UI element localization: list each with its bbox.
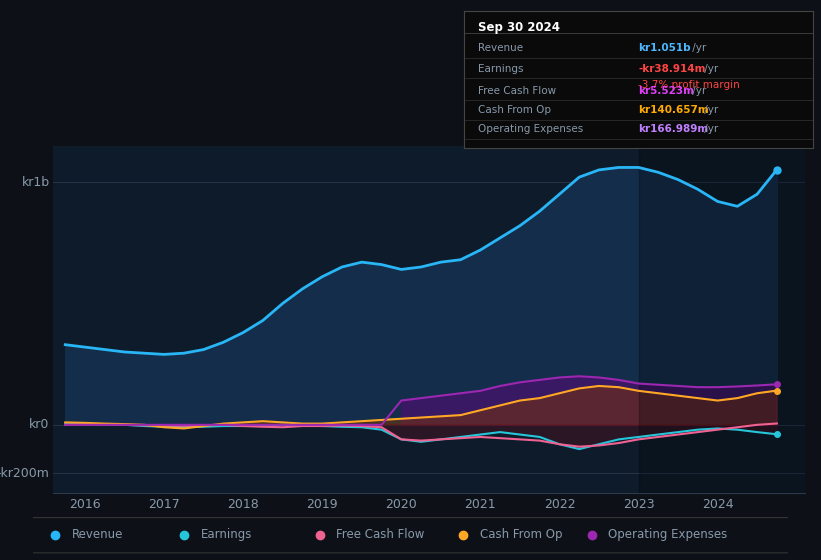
Text: kr140.657m: kr140.657m bbox=[639, 105, 709, 115]
Text: kr1.051b: kr1.051b bbox=[639, 43, 691, 53]
Text: Revenue: Revenue bbox=[478, 43, 523, 53]
Text: Revenue: Revenue bbox=[72, 528, 123, 542]
Text: kr0: kr0 bbox=[30, 418, 49, 431]
Text: Sep 30 2024: Sep 30 2024 bbox=[478, 21, 560, 34]
Text: Operating Expenses: Operating Expenses bbox=[608, 528, 727, 542]
Text: /yr: /yr bbox=[701, 64, 718, 74]
Text: /yr: /yr bbox=[689, 43, 706, 53]
Text: /yr: /yr bbox=[689, 86, 706, 96]
Text: Free Cash Flow: Free Cash Flow bbox=[337, 528, 424, 542]
Text: Operating Expenses: Operating Expenses bbox=[478, 124, 583, 134]
Text: kr166.989m: kr166.989m bbox=[639, 124, 709, 134]
Bar bbox=[639, 146, 813, 493]
Text: -kr38.914m: -kr38.914m bbox=[639, 64, 706, 74]
Text: kr1b: kr1b bbox=[21, 175, 49, 189]
Text: Earnings: Earnings bbox=[478, 64, 523, 74]
Text: /yr: /yr bbox=[701, 124, 718, 134]
Text: Cash From Op: Cash From Op bbox=[478, 105, 551, 115]
Text: -kr200m: -kr200m bbox=[0, 467, 49, 480]
Text: kr5.523m: kr5.523m bbox=[639, 86, 695, 96]
Text: Free Cash Flow: Free Cash Flow bbox=[478, 86, 556, 96]
Text: -3.7% profit margin: -3.7% profit margin bbox=[639, 80, 740, 90]
Text: Earnings: Earnings bbox=[200, 528, 252, 542]
Text: /yr: /yr bbox=[701, 105, 718, 115]
Text: Cash From Op: Cash From Op bbox=[480, 528, 562, 542]
FancyBboxPatch shape bbox=[25, 517, 796, 553]
